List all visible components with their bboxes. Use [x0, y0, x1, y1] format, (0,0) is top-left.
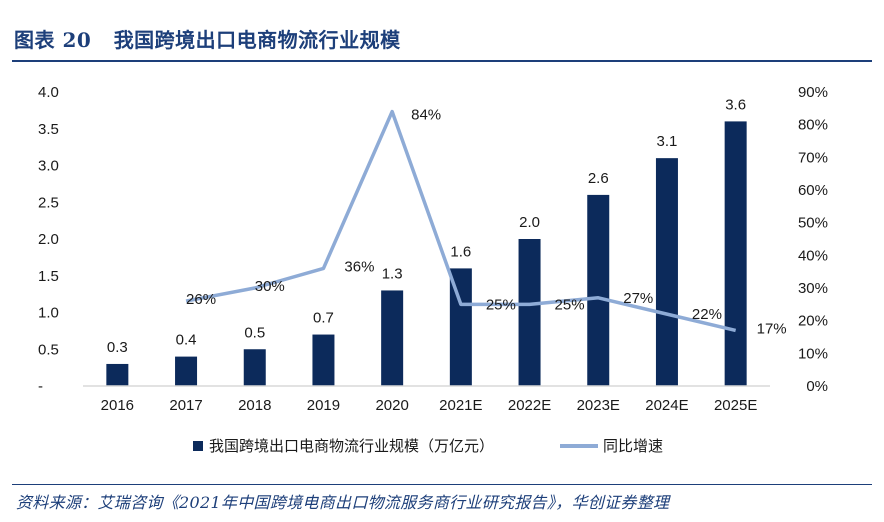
bar	[175, 356, 198, 386]
x-tick-label: 2020	[375, 397, 408, 414]
bar-series	[106, 121, 747, 387]
bar-data-labels: 0.3 0.4 0.5 0.7 1.3 1.6 2.0 2.6 3.1 3.6	[107, 96, 746, 356]
figure-label: 图表 20	[14, 28, 92, 52]
bar	[724, 121, 747, 387]
combo-chart: - 0.5 1.0 1.5 2.0 2.5 3.0 3.5 4.0 0% 10% 20% 30% 40%…	[38, 84, 828, 455]
growth-value-label: 22%	[692, 306, 722, 323]
source-rule	[12, 484, 872, 485]
right-tick-label: 0%	[806, 378, 828, 395]
growth-value-label: 25%	[486, 296, 516, 313]
growth-value-label: 30%	[255, 278, 285, 295]
x-tick-label: 2018	[238, 397, 271, 414]
left-tick-label: 1.5	[38, 268, 59, 285]
right-tick-label: 30%	[798, 280, 828, 297]
growth-line	[185, 109, 737, 333]
left-y-axis: - 0.5 1.0 1.5 2.0 2.5 3.0 3.5 4.0	[38, 84, 59, 395]
bar-value-label: 2.6	[588, 170, 609, 187]
bar	[587, 194, 610, 386]
bar	[106, 363, 129, 386]
x-tick-label: 2017	[169, 397, 202, 414]
bar	[243, 349, 266, 386]
growth-value-label: 84%	[411, 107, 441, 124]
figure-title-text: 我国跨境出口电商物流行业规模	[113, 28, 401, 52]
left-tick-label: 2.0	[38, 231, 59, 248]
bar-value-label: 2.0	[519, 214, 540, 231]
left-tick-label: 3.0	[38, 158, 59, 175]
x-tick-label: 2025E	[714, 397, 757, 414]
bar-value-label: 0.5	[244, 324, 265, 341]
right-y-axis: 0% 10% 20% 30% 40% 50% 60% 70% 80% 90%	[798, 84, 828, 395]
x-tick-label: 2016	[101, 397, 134, 414]
bar	[312, 334, 335, 386]
source-note: 资料来源：艾瑞咨询《2021年中国跨境电商出口物流服务商行业研究报告》，华创证券…	[16, 493, 670, 512]
bar	[449, 268, 472, 386]
growth-value-label: 27%	[623, 290, 653, 307]
left-tick-label: 3.5	[38, 121, 59, 138]
legend-line-label: 同比增速	[603, 438, 663, 455]
left-tick-label: 4.0	[38, 84, 59, 101]
figure-title: 图表 20 我国跨境出口电商物流行业规模	[14, 24, 401, 53]
right-tick-label: 40%	[798, 247, 828, 264]
bar-value-label: 0.7	[313, 310, 334, 327]
x-tick-label: 2019	[307, 397, 340, 414]
right-tick-label: 20%	[798, 313, 828, 330]
title-rule	[12, 60, 872, 62]
growth-value-label: 17%	[757, 320, 787, 337]
bar	[655, 158, 678, 386]
x-tick-label: 2024E	[645, 397, 688, 414]
right-tick-label: 50%	[798, 215, 828, 232]
growth-value-label: 36%	[344, 258, 374, 275]
growth-value-label: 25%	[555, 296, 585, 313]
bar	[518, 239, 541, 386]
left-tick-label: -	[38, 378, 43, 395]
bar-value-label: 3.1	[657, 133, 678, 150]
x-tick-label: 2022E	[508, 397, 551, 414]
bar	[381, 290, 404, 386]
left-tick-label: 1.0	[38, 305, 59, 322]
left-tick-label: 2.5	[38, 194, 59, 211]
line-data-labels: 26% 30% 36% 84% 25% 25% 27% 22% 17%	[186, 107, 787, 338]
line-series	[185, 109, 737, 333]
right-tick-label: 90%	[798, 84, 828, 101]
bar-value-label: 1.6	[450, 243, 471, 260]
x-tick-label: 2021E	[439, 397, 482, 414]
bar-value-label: 3.6	[725, 96, 746, 113]
bar-value-label: 1.3	[382, 265, 403, 282]
right-tick-label: 70%	[798, 149, 828, 166]
right-tick-label: 80%	[798, 117, 828, 134]
x-axis: 2016 2017 2018 2019 2020 2021E 2022E 2023E 2024E…	[83, 385, 770, 414]
legend-bar-swatch	[193, 441, 203, 451]
bar-value-label: 0.3	[107, 339, 128, 356]
right-tick-label: 10%	[798, 345, 828, 362]
legend-bar-label: 我国跨境出口电商物流行业规模（万亿元）	[209, 437, 494, 455]
legend: 我国跨境出口电商物流行业规模（万亿元） 同比增速	[193, 437, 663, 455]
growth-value-label: 26%	[186, 291, 216, 308]
bar-value-label: 0.4	[176, 332, 197, 349]
left-tick-label: 0.5	[38, 341, 59, 358]
right-tick-label: 60%	[798, 182, 828, 199]
x-tick-label: 2023E	[577, 397, 620, 414]
